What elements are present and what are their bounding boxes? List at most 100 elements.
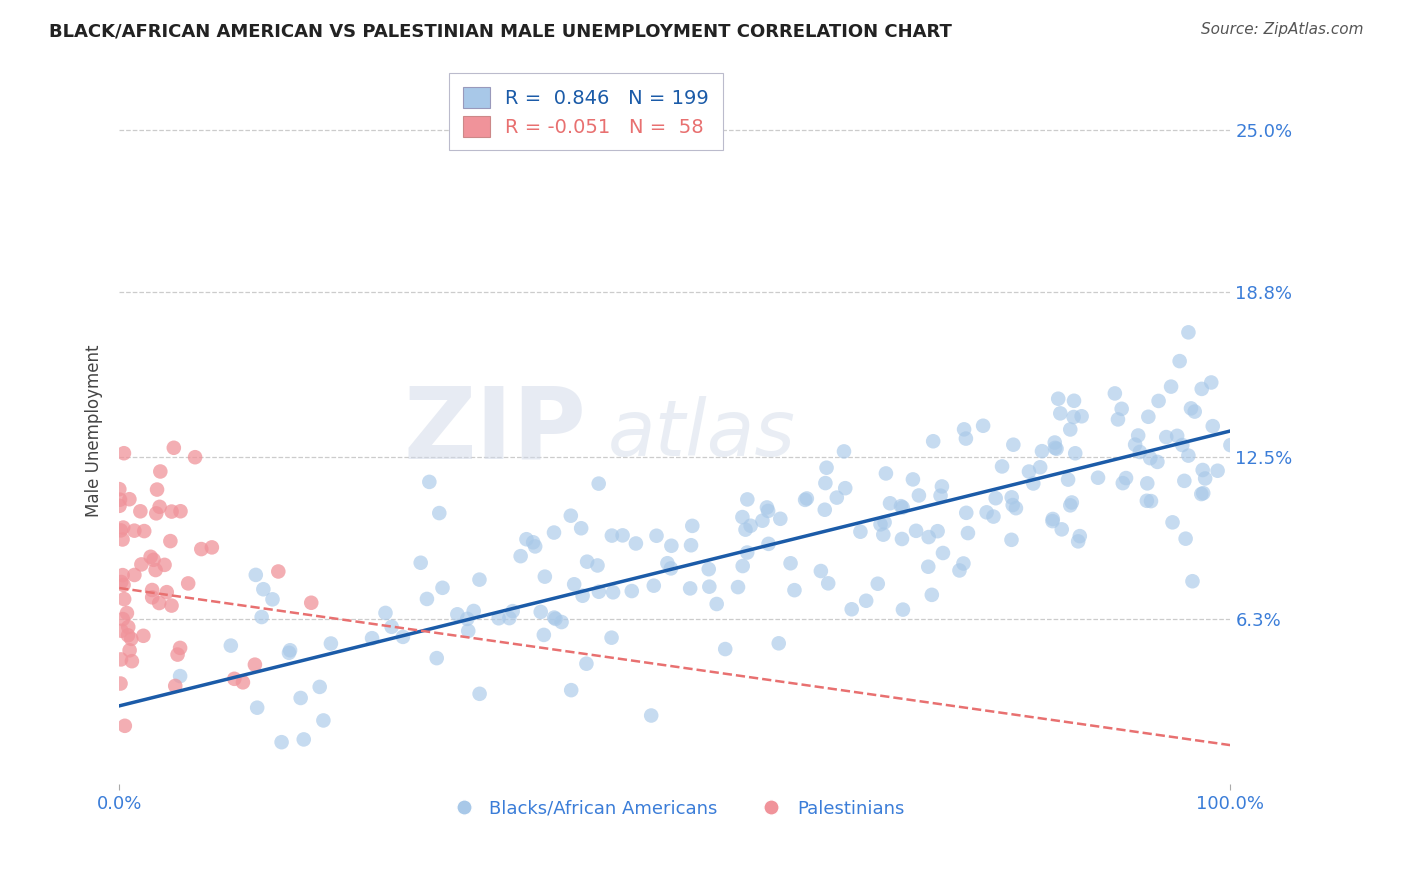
Point: [124, 568, 146, 582]
Point: [1043, 435, 1066, 450]
Point: [427, 506, 450, 520]
Point: [891, 500, 914, 515]
Point: [111, 568, 134, 582]
Point: [319, 636, 342, 650]
Point: [374, 606, 396, 620]
Point: [600, 528, 623, 542]
Point: [624, 536, 647, 550]
Point: [112, 446, 135, 460]
Point: [177, 576, 200, 591]
Point: [991, 459, 1014, 474]
Point: [156, 585, 179, 599]
Point: [117, 620, 139, 634]
Point: [1000, 533, 1022, 547]
Point: [955, 506, 977, 520]
Point: [312, 714, 335, 728]
Point: [134, 524, 156, 538]
Point: [148, 596, 170, 610]
Point: [1063, 410, 1085, 425]
Point: [118, 492, 141, 507]
Point: [796, 491, 818, 506]
Point: [290, 690, 312, 705]
Point: [1181, 574, 1204, 589]
Point: [918, 530, 941, 544]
Point: [1139, 451, 1161, 466]
Point: [112, 520, 135, 534]
Point: [576, 555, 599, 569]
Point: [169, 669, 191, 683]
Point: [891, 602, 914, 616]
Point: [905, 524, 928, 538]
Point: [855, 593, 877, 607]
Point: [1043, 441, 1066, 455]
Point: [929, 489, 952, 503]
Point: [1168, 354, 1191, 368]
Point: [534, 569, 557, 583]
Point: [112, 578, 135, 592]
Point: [612, 528, 634, 542]
Point: [679, 538, 702, 552]
Point: [278, 643, 301, 657]
Point: [562, 577, 585, 591]
Point: [544, 612, 567, 626]
Point: [145, 563, 167, 577]
Point: [1136, 493, 1159, 508]
Point: [169, 640, 191, 655]
Point: [1001, 498, 1024, 512]
Point: [560, 683, 582, 698]
Point: [108, 492, 131, 507]
Point: [468, 687, 491, 701]
Point: [131, 558, 153, 572]
Point: [602, 585, 624, 599]
Point: [169, 504, 191, 518]
Point: [976, 505, 998, 519]
Point: [149, 465, 172, 479]
Point: [769, 512, 792, 526]
Point: [731, 559, 754, 574]
Point: [381, 620, 404, 634]
Point: [755, 500, 778, 515]
Point: [110, 676, 132, 690]
Point: [1029, 460, 1052, 475]
Point: [550, 615, 572, 629]
Point: [560, 508, 582, 523]
Point: [1104, 386, 1126, 401]
Point: [110, 652, 132, 666]
Point: [1067, 534, 1090, 549]
Point: [245, 567, 267, 582]
Point: [224, 672, 246, 686]
Point: [832, 444, 855, 458]
Point: [1031, 444, 1053, 458]
Point: [416, 591, 439, 606]
Point: [932, 546, 955, 560]
Point: [142, 553, 165, 567]
Point: [814, 502, 837, 516]
Point: [849, 524, 872, 539]
Point: [1049, 406, 1071, 420]
Point: [921, 588, 943, 602]
Point: [679, 582, 702, 596]
Point: [1191, 463, 1213, 477]
Point: [1022, 476, 1045, 491]
Text: atlas: atlas: [609, 396, 796, 473]
Point: [502, 604, 524, 618]
Point: [456, 612, 478, 626]
Point: [922, 434, 945, 449]
Point: [1171, 438, 1194, 452]
Point: [714, 642, 737, 657]
Point: [108, 499, 131, 513]
Point: [1057, 473, 1080, 487]
Point: [1160, 379, 1182, 393]
Point: [530, 605, 553, 619]
Point: [834, 481, 856, 495]
Point: [246, 700, 269, 714]
Point: [1123, 437, 1146, 451]
Point: [114, 719, 136, 733]
Point: [1042, 512, 1064, 526]
Point: [117, 628, 139, 642]
Point: [815, 460, 838, 475]
Point: [533, 628, 555, 642]
Point: [952, 557, 974, 571]
Point: [392, 630, 415, 644]
Point: [1177, 326, 1199, 340]
